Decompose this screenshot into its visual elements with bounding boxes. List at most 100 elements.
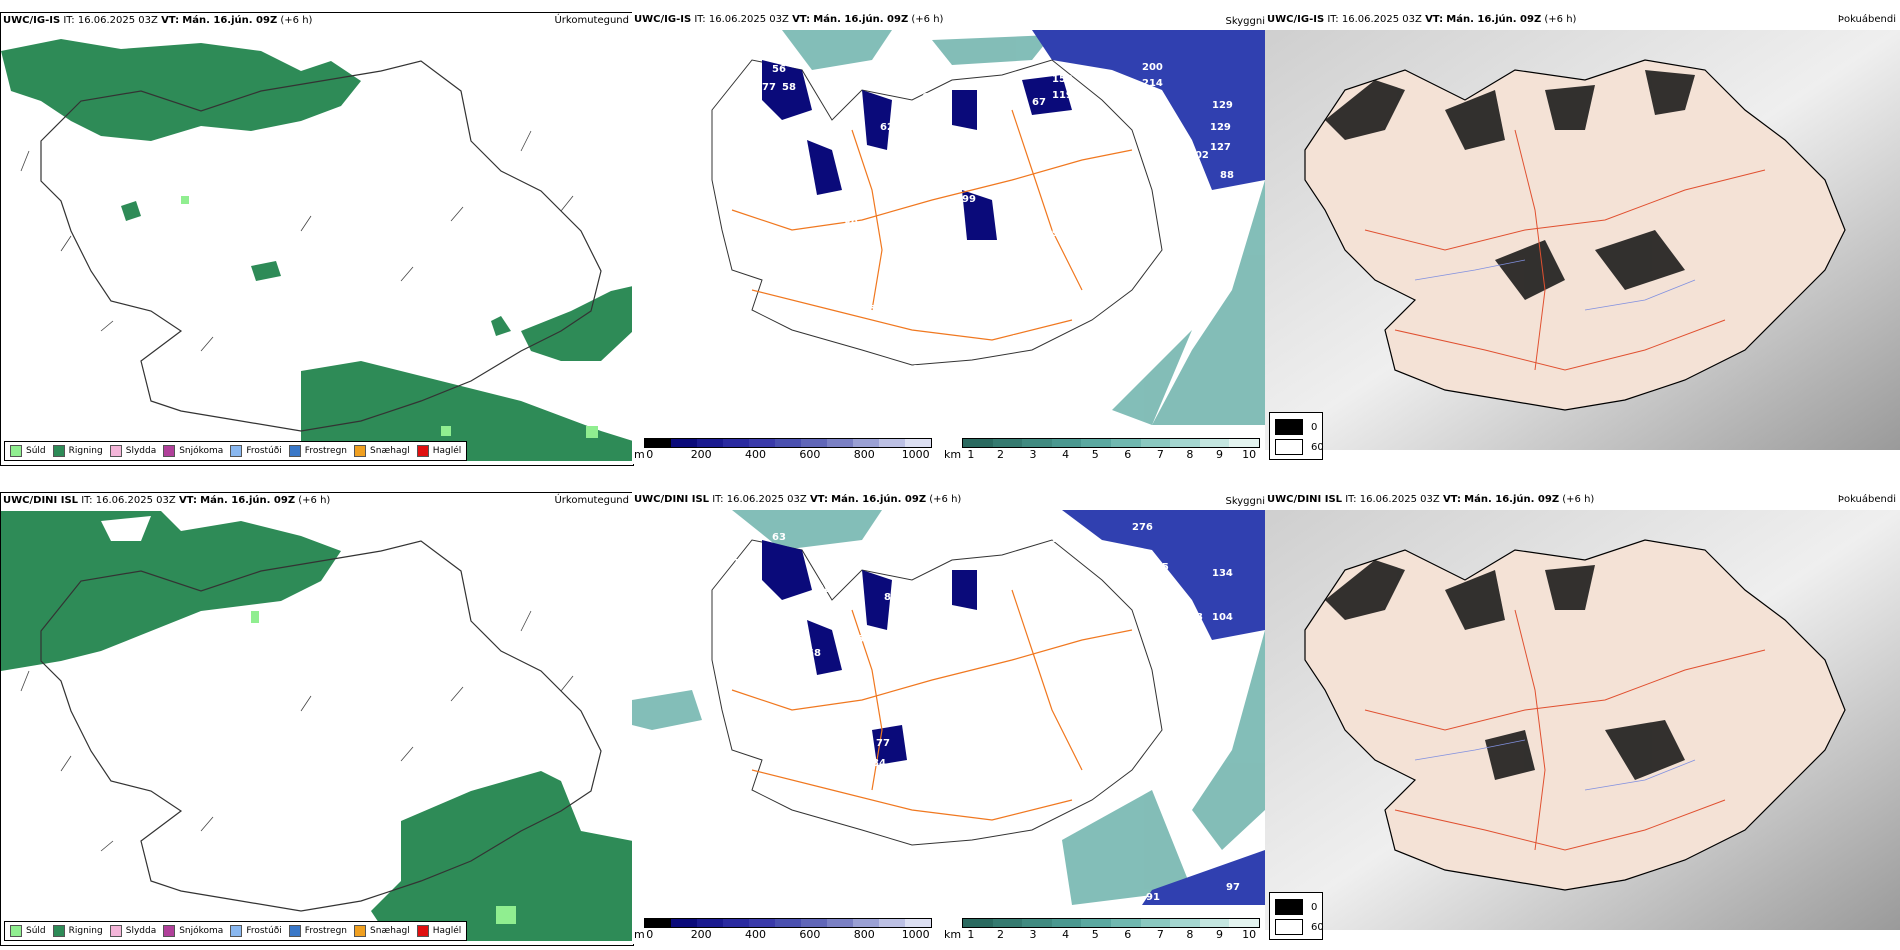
legend-item: Snjókoma xyxy=(163,445,223,457)
svg-text:99: 99 xyxy=(1052,228,1066,239)
svg-text:134: 134 xyxy=(1212,568,1233,579)
svg-text:58: 58 xyxy=(782,82,796,93)
svg-text:61: 61 xyxy=(922,92,936,103)
svg-text:39: 39 xyxy=(1012,334,1026,345)
svg-text:09: 09 xyxy=(922,278,936,289)
svg-text:214: 214 xyxy=(1142,78,1163,89)
svg-text:24: 24 xyxy=(1082,554,1096,565)
svg-text:56: 56 xyxy=(772,64,786,75)
svg-text:57: 57 xyxy=(1012,102,1026,113)
precip-map xyxy=(1,39,633,461)
legend-item: Slydda xyxy=(109,925,156,937)
svg-text:77: 77 xyxy=(762,82,776,93)
svg-text:91: 91 xyxy=(1146,892,1160,903)
panel-header: UWC/DINI ISL IT: 16.06.2025 03Z VT: Mán.… xyxy=(3,495,331,506)
panel-header: UWC/IG-IS IT: 16.06.2025 03Z VT: Mán. 16… xyxy=(1267,14,1577,25)
svg-text:82: 82 xyxy=(1144,592,1158,603)
svg-text:54: 54 xyxy=(844,160,858,171)
precip-type-legend: Súld Rigning Slydda Snjókoma Frostúði Fr… xyxy=(4,921,468,941)
svg-text:06: 06 xyxy=(912,364,926,375)
panel-type-label: Þokuábendi xyxy=(1837,494,1896,505)
fog-legend: 0 60 xyxy=(1269,412,1324,460)
svg-text:68: 68 xyxy=(817,584,831,595)
panel-header: UWC/DINI ISL IT: 16.06.2025 03Z VT: Mán.… xyxy=(1267,494,1595,505)
svg-text:57: 57 xyxy=(812,114,826,125)
svg-text:118: 118 xyxy=(1182,612,1203,623)
svg-text:88: 88 xyxy=(808,344,822,355)
fog-index-panel-1: UWC/IG-IS IT: 16.06.2025 03Z VT: Mán. 16… xyxy=(1265,12,1900,464)
legend-item: Haglél xyxy=(416,925,461,937)
svg-text:58: 58 xyxy=(807,648,821,659)
svg-text:62: 62 xyxy=(880,122,894,133)
svg-text:92: 92 xyxy=(846,198,860,209)
panel-type-label: Úrkomutegund xyxy=(554,15,629,26)
legend-item: Snjókoma xyxy=(163,925,223,937)
svg-text:101: 101 xyxy=(1148,576,1169,587)
panel-type-label: Þokuábendi xyxy=(1837,14,1896,25)
svg-text:97: 97 xyxy=(1226,882,1240,893)
legend-item: Slydda xyxy=(109,445,156,457)
svg-text:102: 102 xyxy=(1188,150,1209,161)
legend-item: Súld xyxy=(10,925,46,937)
svg-text:58: 58 xyxy=(977,92,991,103)
legend-item: Snæhagl xyxy=(354,925,410,937)
svg-text:68: 68 xyxy=(982,290,996,301)
svg-text:395: 395 xyxy=(1052,534,1073,545)
panel-type-label: Skyggni xyxy=(1225,496,1265,507)
svg-text:49: 49 xyxy=(782,180,796,191)
legend-item: Frostregn xyxy=(288,925,347,937)
svg-text:200: 200 xyxy=(1142,62,1163,73)
ceiling-visibility-panel-2: UWC/DINI ISL IT: 16.06.2025 03Z VT: Mán.… xyxy=(632,492,1265,944)
svg-text:63: 63 xyxy=(772,532,786,543)
panel-header: UWC/IG-IS IT: 16.06.2025 03Z VT: Mán. 16… xyxy=(3,15,313,26)
precip-type-legend: Súld Rigning Slydda Snjókoma Frostúði Fr… xyxy=(4,441,468,461)
svg-text:88: 88 xyxy=(1042,662,1056,673)
svg-text:67: 67 xyxy=(1032,97,1046,108)
svg-text:100: 100 xyxy=(940,832,961,843)
svg-text:73: 73 xyxy=(882,668,896,679)
legend-item: Súld xyxy=(10,445,46,457)
svg-text:77: 77 xyxy=(876,738,890,749)
svg-text:119: 119 xyxy=(1052,90,1073,101)
svg-text:52: 52 xyxy=(884,166,898,177)
legend-item: Rigning xyxy=(52,445,103,457)
ceiling-colorbar: m 0 200 400 600 800 1000 xyxy=(632,916,937,942)
svg-text:49: 49 xyxy=(922,112,936,123)
legend-item: Snæhagl xyxy=(354,445,410,457)
svg-text:129: 129 xyxy=(1212,100,1233,111)
svg-text:81: 81 xyxy=(884,592,898,603)
fog-map xyxy=(1265,510,1900,930)
svg-text:55: 55 xyxy=(850,634,864,645)
svg-text:276: 276 xyxy=(1132,522,1153,533)
fog-map xyxy=(1265,30,1900,450)
svg-text:84: 84 xyxy=(872,758,886,769)
svg-text:65: 65 xyxy=(862,304,876,315)
svg-text:129: 129 xyxy=(1210,122,1231,133)
legend-item: Frostúði xyxy=(230,445,282,457)
panel-header: UWC/IG-IS IT: 16.06.2025 03Z VT: Mán. 16… xyxy=(634,14,944,25)
svg-text:54: 54 xyxy=(900,642,914,653)
legend-item: Frostúði xyxy=(230,925,282,937)
ceiling-colorbar: m 0 200 400 600 800 1000 xyxy=(632,436,937,462)
svg-text:48: 48 xyxy=(922,576,936,587)
svg-text:52: 52 xyxy=(846,752,860,763)
svg-text:78: 78 xyxy=(762,594,776,605)
svg-text:27: 27 xyxy=(1130,552,1144,563)
svg-text:59: 59 xyxy=(737,100,751,111)
svg-text:81: 81 xyxy=(942,137,956,148)
precip-type-panel-1: UWC/IG-IS IT: 16.06.2025 03Z VT: Mán. 16… xyxy=(0,12,634,466)
svg-text:75: 75 xyxy=(922,662,936,673)
fog-index-panel-2: UWC/DINI ISL IT: 16.06.2025 03Z VT: Mán.… xyxy=(1265,492,1900,944)
svg-text:90: 90 xyxy=(982,322,996,333)
fog-legend: 0 60 xyxy=(1269,892,1324,940)
svg-text:104: 104 xyxy=(1212,612,1233,623)
precip-type-panel-2: UWC/DINI ISL IT: 16.06.2025 03Z VT: Mán.… xyxy=(0,492,634,946)
precip-map xyxy=(1,511,633,941)
svg-text:62: 62 xyxy=(868,652,882,663)
panel-type-label: Úrkomutegund xyxy=(554,495,629,506)
svg-text:67: 67 xyxy=(852,652,866,663)
